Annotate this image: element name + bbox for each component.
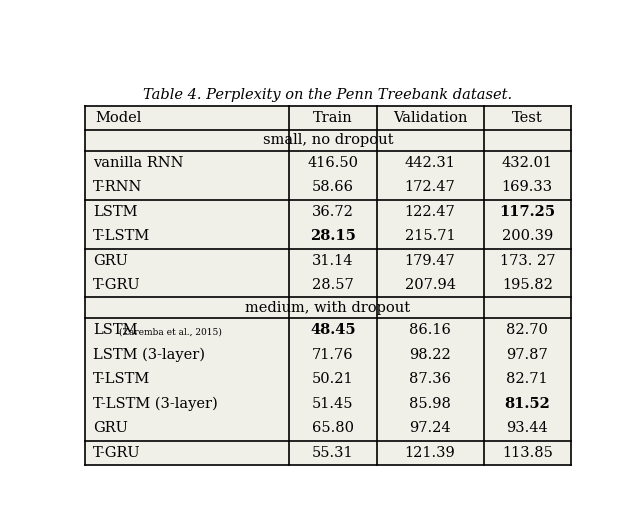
Text: 117.25: 117.25 xyxy=(499,205,556,219)
Text: 86.16: 86.16 xyxy=(409,324,451,337)
Text: 113.85: 113.85 xyxy=(502,446,553,460)
Text: 97.87: 97.87 xyxy=(506,348,548,362)
Text: 169.33: 169.33 xyxy=(502,180,553,194)
Text: 200.39: 200.39 xyxy=(502,229,553,243)
Text: 36.72: 36.72 xyxy=(312,205,354,219)
Text: 31.14: 31.14 xyxy=(312,254,354,268)
Text: 97.24: 97.24 xyxy=(409,421,451,435)
Text: T-LSTM: T-LSTM xyxy=(93,373,150,386)
Text: 121.39: 121.39 xyxy=(404,446,456,460)
Text: 122.47: 122.47 xyxy=(404,205,456,219)
Text: 82.70: 82.70 xyxy=(506,324,548,337)
Text: 82.71: 82.71 xyxy=(506,373,548,386)
Text: small, no dropout: small, no dropout xyxy=(263,133,393,148)
Text: 55.31: 55.31 xyxy=(312,446,354,460)
Text: GRU: GRU xyxy=(93,421,128,435)
Text: 87.36: 87.36 xyxy=(409,373,451,386)
Text: 81.52: 81.52 xyxy=(504,397,550,411)
Text: 98.22: 98.22 xyxy=(409,348,451,362)
Text: T-LSTM: T-LSTM xyxy=(93,229,150,243)
Text: 28.57: 28.57 xyxy=(312,278,354,292)
Text: 195.82: 195.82 xyxy=(502,278,553,292)
Text: 442.31: 442.31 xyxy=(404,156,456,170)
Text: Model: Model xyxy=(95,111,141,125)
Text: LSTM: LSTM xyxy=(93,205,138,219)
Text: T-GRU: T-GRU xyxy=(93,446,141,460)
Text: 432.01: 432.01 xyxy=(502,156,553,170)
Text: (Zaremba et al., 2015): (Zaremba et al., 2015) xyxy=(119,327,222,336)
Text: 71.76: 71.76 xyxy=(312,348,354,362)
Text: 179.47: 179.47 xyxy=(404,254,456,268)
Text: GRU: GRU xyxy=(93,254,128,268)
Bar xyxy=(85,105,571,465)
Text: 215.71: 215.71 xyxy=(404,229,456,243)
Text: Validation: Validation xyxy=(393,111,467,125)
Text: 48.45: 48.45 xyxy=(310,324,356,337)
Text: 85.98: 85.98 xyxy=(409,397,451,411)
Text: vanilla RNN: vanilla RNN xyxy=(93,156,184,170)
Text: Table 4. Perplexity on the Penn Treebank dataset.: Table 4. Perplexity on the Penn Treebank… xyxy=(143,87,513,102)
Text: 28.15: 28.15 xyxy=(310,229,356,243)
Text: T-RNN: T-RNN xyxy=(93,180,143,194)
Text: 93.44: 93.44 xyxy=(506,421,548,435)
Text: LSTM: LSTM xyxy=(93,324,138,337)
Text: 416.50: 416.50 xyxy=(307,156,358,170)
Text: T-GRU: T-GRU xyxy=(93,278,141,292)
Text: T-LSTM (3-layer): T-LSTM (3-layer) xyxy=(93,397,218,411)
Text: 172.47: 172.47 xyxy=(404,180,456,194)
Text: LSTM (3-layer): LSTM (3-layer) xyxy=(93,348,205,362)
Text: Train: Train xyxy=(313,111,353,125)
Text: 173. 27: 173. 27 xyxy=(500,254,555,268)
Text: 51.45: 51.45 xyxy=(312,397,354,411)
Text: 207.94: 207.94 xyxy=(404,278,456,292)
Text: medium, with dropout: medium, with dropout xyxy=(245,301,411,315)
Text: Test: Test xyxy=(512,111,543,125)
Text: 65.80: 65.80 xyxy=(312,421,354,435)
Text: 50.21: 50.21 xyxy=(312,373,354,386)
Text: 58.66: 58.66 xyxy=(312,180,354,194)
